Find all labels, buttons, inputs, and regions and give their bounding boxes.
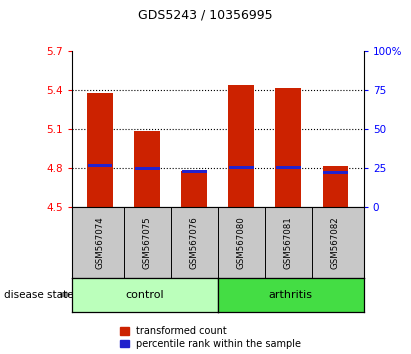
Bar <box>135 167 159 170</box>
Bar <box>181 171 207 207</box>
Bar <box>275 88 301 207</box>
Text: control: control <box>126 290 164 300</box>
Bar <box>229 166 254 169</box>
Text: GSM567075: GSM567075 <box>143 216 152 269</box>
Text: disease state: disease state <box>4 290 74 300</box>
Bar <box>323 171 348 174</box>
Bar <box>182 170 207 173</box>
Text: GSM567080: GSM567080 <box>237 216 246 269</box>
Bar <box>229 85 254 207</box>
Legend: transformed count, percentile rank within the sample: transformed count, percentile rank withi… <box>120 326 302 349</box>
Bar <box>87 93 113 207</box>
Bar <box>276 166 301 169</box>
Bar <box>88 164 113 167</box>
Bar <box>323 166 349 207</box>
Text: GSM567076: GSM567076 <box>190 216 199 269</box>
Bar <box>134 131 160 207</box>
Text: GSM567082: GSM567082 <box>331 216 340 269</box>
Text: GDS5243 / 10356995: GDS5243 / 10356995 <box>138 9 273 22</box>
Text: GSM567081: GSM567081 <box>284 216 293 269</box>
Text: GSM567074: GSM567074 <box>96 216 105 269</box>
Text: arthritis: arthritis <box>269 290 313 300</box>
